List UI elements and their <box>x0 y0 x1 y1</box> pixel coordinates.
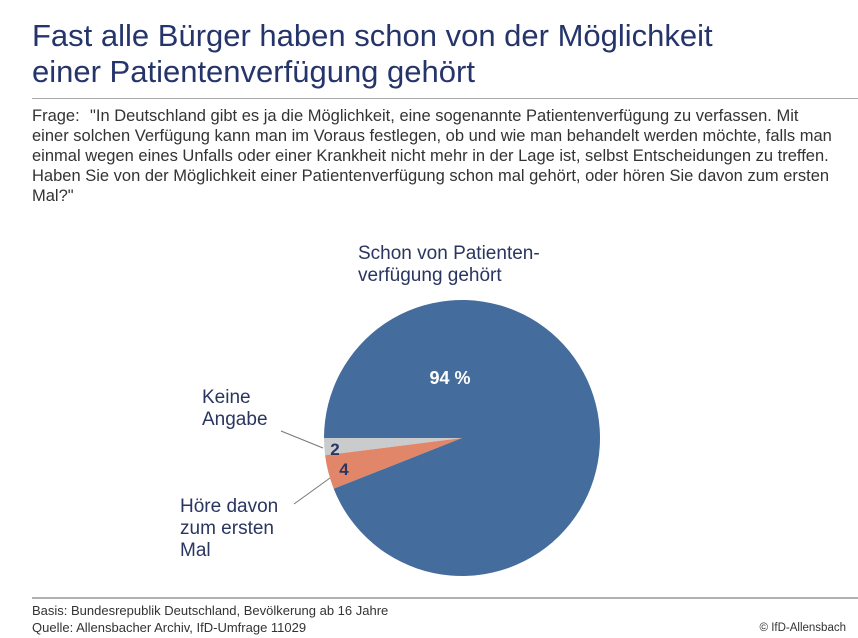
slice-erstes-mal <box>325 438 462 489</box>
question: Frage: "In Deutschland gibt es ja die Mö… <box>32 106 832 206</box>
label-erstes-mal: Höre davon zum ersten Mal <box>180 496 278 562</box>
leader-line <box>280 430 324 449</box>
label-keine-angabe: Keine Angabe <box>202 387 268 431</box>
label-gehoert: Schon von Patienten- verfügung gehört <box>358 243 540 287</box>
footer-basis: Basis: Bundesrepublik Deutschland, Bevöl… <box>32 603 389 618</box>
footer-copyright: © IfD-Allensbach <box>759 622 846 634</box>
title-line-1: Fast alle Bürger haben schon von der Mög… <box>32 18 713 53</box>
label-line: Mal <box>180 540 211 561</box>
label-line: Angabe <box>202 409 268 430</box>
label-line: zum ersten <box>180 518 274 539</box>
title-divider <box>32 98 858 99</box>
footer-divider <box>32 597 858 599</box>
label-line: Höre davon <box>180 496 279 517</box>
label-line: Schon von Patienten- <box>358 243 540 264</box>
value-label: 94 % <box>429 368 470 388</box>
title-line-2: einer Patientenverfügung gehört <box>32 54 475 89</box>
leader-line <box>293 477 331 505</box>
label-line: Keine <box>202 387 251 408</box>
footer-source: Quelle: Allensbacher Archiv, IfD-Umfrage… <box>32 620 307 635</box>
question-text: "In Deutschland gibt es ja die Möglichke… <box>32 107 832 205</box>
value-label: 2 <box>330 440 339 459</box>
label-line: verfügung gehört <box>358 265 502 286</box>
slice-gehoert <box>324 299 600 576</box>
chart-title: Fast alle Bürger haben schon von der Mög… <box>32 18 713 90</box>
question-label: Frage: <box>32 107 80 125</box>
value-label: 4 <box>339 460 349 479</box>
question-text-wrap: "In Deutschland gibt es ja die Möglichke… <box>32 106 832 206</box>
slice-keine-angabe <box>324 438 462 456</box>
